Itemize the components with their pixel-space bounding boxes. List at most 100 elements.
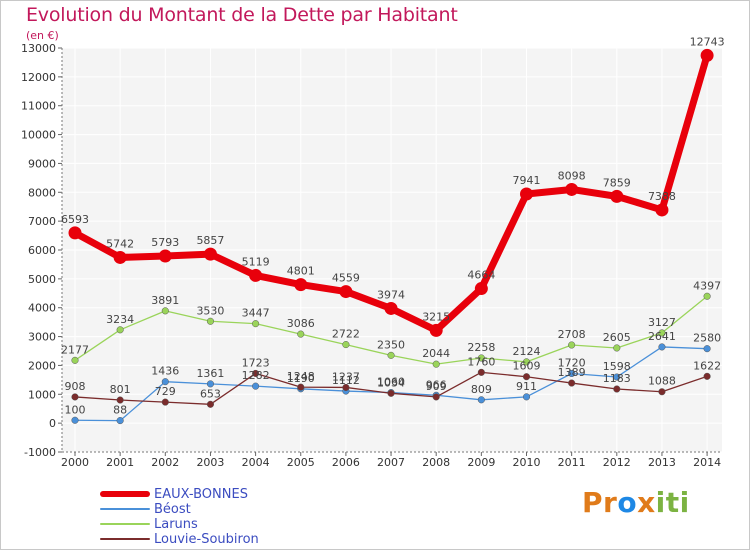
data-point (568, 341, 576, 349)
data-point (71, 393, 79, 401)
x-tick-label: 2000 (61, 456, 89, 469)
data-label: 7388 (648, 190, 676, 203)
data-point (116, 396, 124, 404)
data-point (161, 307, 169, 315)
data-point (477, 354, 485, 362)
data-label: 3127 (648, 316, 676, 329)
data-point (477, 396, 485, 404)
data-label: 5793 (151, 236, 179, 249)
data-point (610, 189, 624, 203)
x-tick-label: 2006 (332, 456, 360, 469)
data-label: 966 (426, 378, 447, 391)
data-label: 911 (516, 380, 537, 393)
data-point (658, 329, 666, 337)
x-tick-label: 2005 (287, 456, 315, 469)
data-label: 5742 (106, 237, 134, 250)
data-point (252, 320, 260, 328)
data-point (477, 368, 485, 376)
data-point (703, 372, 711, 380)
data-label: 3891 (151, 294, 179, 307)
data-label: 1720 (558, 357, 586, 370)
data-point (71, 356, 79, 364)
data-label: 2350 (377, 338, 405, 351)
legend-swatch (100, 491, 150, 497)
data-point (116, 417, 124, 425)
legend-label: EAUX-BONNES (154, 487, 248, 502)
proxiti-logo: Proxiti (582, 486, 690, 519)
data-point (655, 203, 669, 217)
data-label: 1282 (242, 369, 270, 382)
y-tick-label: 5000 (28, 273, 56, 286)
x-tick-label: 2002 (151, 456, 179, 469)
data-point (568, 369, 576, 378)
data-label: 1723 (242, 356, 270, 369)
x-tick-label: 2007 (377, 456, 405, 469)
y-tick-label: 3000 (28, 331, 56, 344)
y-tick-label: 2000 (28, 359, 56, 372)
data-point (613, 373, 621, 381)
data-label: 809 (471, 383, 492, 396)
data-label: 2580 (693, 332, 721, 345)
y-tick-label: -1000 (24, 446, 56, 459)
data-point (297, 330, 305, 338)
legend-label: Laruns (154, 517, 198, 532)
data-point (658, 343, 666, 351)
data-label: 8098 (558, 169, 586, 182)
data-point (387, 389, 395, 397)
y-tick-label: 13000 (21, 42, 56, 55)
data-label: 1389 (558, 366, 586, 379)
data-label: 2722 (332, 328, 360, 341)
data-point (703, 292, 711, 300)
data-label: 653 (200, 387, 221, 400)
data-label: 3530 (196, 304, 224, 317)
x-tick-label: 2013 (648, 456, 676, 469)
y-tick-label: 9000 (28, 157, 56, 170)
legend-swatch (100, 538, 150, 540)
data-point (387, 351, 395, 359)
x-tick-label: 2009 (467, 456, 495, 469)
data-label: 2258 (467, 341, 495, 354)
data-point (658, 388, 666, 396)
data-label: 12743 (690, 35, 725, 48)
y-tick-label: 7000 (28, 215, 56, 228)
data-point (520, 187, 533, 201)
data-point (206, 400, 214, 408)
data-point (432, 360, 440, 368)
data-label: 3974 (377, 288, 405, 301)
data-point (429, 323, 443, 337)
data-point (432, 393, 440, 401)
data-label: 2124 (513, 345, 541, 358)
data-point (613, 344, 621, 352)
data-point (474, 282, 488, 296)
x-tick-label: 2004 (242, 456, 270, 469)
x-tick-label: 2012 (603, 456, 631, 469)
legend-label: Béost (154, 502, 191, 517)
y-tick-label: 0 (49, 417, 56, 430)
data-label: 729 (155, 385, 176, 398)
data-label: 2605 (603, 331, 631, 344)
data-label: 1609 (513, 360, 541, 373)
y-tick-label: 8000 (28, 186, 56, 199)
data-label: 3086 (287, 317, 315, 330)
data-label: 1088 (648, 375, 676, 388)
x-tick-label: 2010 (513, 456, 541, 469)
data-point (568, 379, 576, 387)
legend-swatch (100, 523, 150, 525)
data-label: 1248 (287, 370, 315, 383)
data-label: 7859 (603, 176, 631, 189)
y-tick-label: 4000 (28, 302, 56, 315)
data-label: 1112 (332, 374, 360, 387)
data-point (203, 247, 217, 261)
data-label: 4664 (467, 269, 495, 282)
data-label: 1060 (377, 376, 405, 389)
data-label: 1034 (377, 376, 405, 389)
data-label: 909 (426, 380, 447, 393)
legend-label: Louvie-Soubiron (154, 532, 259, 547)
x-tick-label: 2001 (106, 456, 134, 469)
y-tick-label: 6000 (28, 244, 56, 257)
data-label: 2708 (558, 328, 586, 341)
data-point (206, 317, 214, 325)
data-point (522, 358, 531, 366)
data-label: 908 (65, 380, 86, 393)
